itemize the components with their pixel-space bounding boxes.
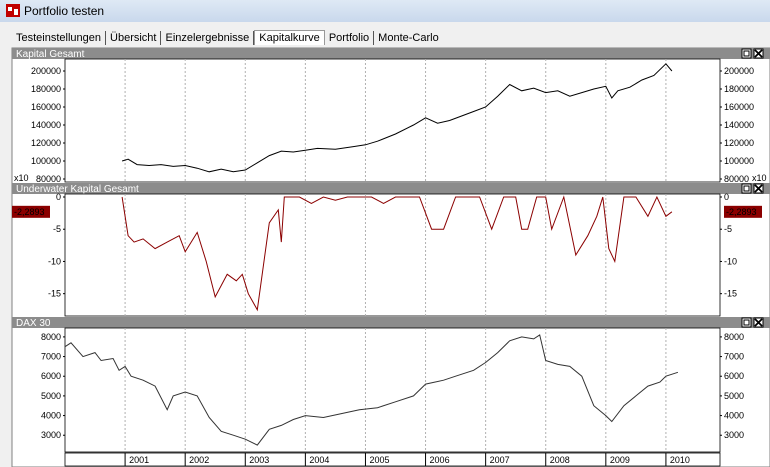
- y-tick-label-right: 8000: [724, 332, 744, 342]
- series-line: [121, 195, 673, 312]
- y-tick-label-left: 5000: [41, 391, 61, 401]
- x-tick-label: 2008: [550, 455, 570, 465]
- y-tick-label-left: 7000: [41, 352, 61, 362]
- x-tick-label: 2001: [129, 455, 149, 465]
- tab-uebersicht[interactable]: Übersicht: [106, 31, 162, 45]
- current-value-badge-right: [724, 205, 762, 218]
- y-tick-label-left: 180000: [31, 84, 61, 94]
- maximize-icon-inner: [743, 185, 750, 192]
- series-line: [121, 63, 673, 173]
- y-tick-label-right: 4000: [724, 411, 744, 421]
- current-value-left: -2,2893: [14, 207, 45, 217]
- y-tick-label-right: 140000: [724, 120, 754, 130]
- y-tick-label-right: 3000: [724, 430, 744, 440]
- y-tick-label-right: 100000: [724, 156, 754, 166]
- panel-header: [12, 317, 770, 328]
- x-tick-label: 2006: [430, 455, 450, 465]
- y-tick-label-left: 0: [56, 192, 61, 202]
- x-tick-label: 2002: [189, 455, 209, 465]
- panel-title: DAX 30: [16, 318, 51, 329]
- multiplier-label-left: x10: [14, 173, 29, 183]
- x-tick-label: 2004: [309, 455, 329, 465]
- series-line: [64, 334, 679, 446]
- y-tick-label-left: 4000: [41, 411, 61, 421]
- y-tick-label-left: 8000: [41, 332, 61, 342]
- plot-area: [64, 327, 721, 453]
- window-title: Portfolio testen: [24, 4, 105, 18]
- plot-area: [64, 193, 721, 317]
- portfolio-app-icon: [6, 4, 20, 17]
- y-tick-label-left: -10: [48, 256, 61, 266]
- tab-portfolio[interactable]: Portfolio: [325, 31, 375, 45]
- close-icon-cross: [754, 318, 763, 327]
- plot-area: [64, 58, 721, 183]
- y-tick-label-right: 6000: [724, 371, 744, 381]
- y-tick-label-right: 7000: [724, 352, 744, 362]
- tab-monte-carlo[interactable]: Monte-Carlo: [378, 32, 439, 44]
- y-tick-label-right: 200000: [724, 66, 754, 76]
- y-tick-label-right: -10: [724, 256, 737, 266]
- y-tick-label-left: -5: [53, 224, 61, 234]
- panel-header: [12, 183, 770, 194]
- y-tick-label-left: -15: [48, 289, 61, 299]
- tab-einzelergebnisse[interactable]: Einzelergebnisse: [161, 31, 255, 45]
- maximize-icon[interactable]: [741, 48, 752, 59]
- tab-testeinstellungen[interactable]: Testeinstellungen: [12, 31, 107, 45]
- x-tick-label: 2007: [490, 455, 510, 465]
- y-tick-label-right: 80000: [724, 174, 749, 184]
- x-tick-label: 2005: [369, 455, 389, 465]
- x-tick-label: 2009: [610, 455, 630, 465]
- y-tick-label-right: 180000: [724, 84, 754, 94]
- y-tick-label-left: 120000: [31, 138, 61, 148]
- current-value-badge-left: [12, 205, 50, 218]
- tab-kapitalkurve[interactable]: Kapitalkurve: [254, 30, 325, 45]
- y-tick-label-right: 0: [724, 192, 729, 202]
- close-icon-cross: [754, 184, 763, 193]
- y-tick-label-right: -5: [724, 224, 732, 234]
- current-value-right: -2,2893: [726, 207, 757, 217]
- x-axis-bar: [64, 452, 721, 467]
- window-titlebar: Portfolio testen: [0, 0, 770, 22]
- x-tick-label: 2003: [249, 455, 269, 465]
- y-tick-label-left: 140000: [31, 120, 61, 130]
- maximize-icon-inner: [743, 50, 750, 57]
- panel-header: [12, 48, 770, 59]
- y-tick-label-right: 160000: [724, 102, 754, 112]
- maximize-icon-inner: [743, 319, 750, 326]
- y-tick-label-left: 80000: [36, 174, 61, 184]
- y-tick-label-left: 6000: [41, 371, 61, 381]
- multiplier-label-right: x10: [752, 173, 767, 183]
- close-icon-cross: [754, 49, 763, 58]
- panel-title: Kapital Gesamt: [16, 49, 85, 60]
- y-tick-label-left: 100000: [31, 156, 61, 166]
- maximize-icon[interactable]: [741, 317, 752, 328]
- x-tick-label: 2010: [670, 455, 690, 465]
- y-tick-label-right: 120000: [724, 138, 754, 148]
- y-tick-label-left: 160000: [31, 102, 61, 112]
- y-tick-label-left: 3000: [41, 430, 61, 440]
- panel-title: Underwater Kapital Gesamt: [16, 184, 139, 195]
- y-tick-label-right: 5000: [724, 391, 744, 401]
- y-tick-label-right: -15: [724, 289, 737, 299]
- tab-bar: Testeinstellungen Übersicht Einzelergebnis…: [12, 30, 443, 48]
- maximize-icon[interactable]: [741, 183, 752, 194]
- y-tick-label-left: 200000: [31, 66, 61, 76]
